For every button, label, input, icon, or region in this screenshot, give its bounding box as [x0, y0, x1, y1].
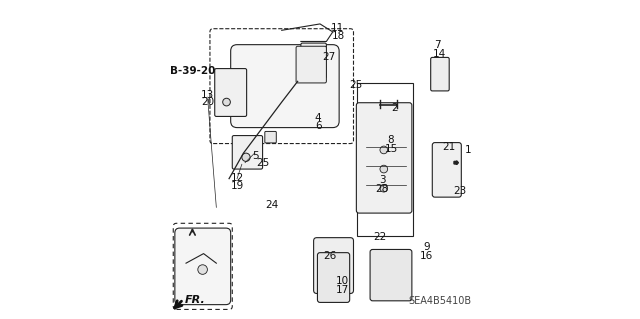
Text: FR.: FR.: [184, 295, 205, 305]
Text: 20: 20: [201, 97, 214, 107]
Circle shape: [380, 165, 388, 173]
Text: 21: 21: [442, 142, 455, 152]
FancyBboxPatch shape: [215, 69, 246, 116]
Text: 19: 19: [230, 181, 244, 191]
Text: 14: 14: [433, 48, 445, 59]
Text: 15: 15: [385, 144, 398, 154]
Text: 2: 2: [391, 103, 397, 114]
Circle shape: [198, 265, 207, 274]
FancyBboxPatch shape: [232, 136, 262, 169]
Text: 24: 24: [265, 200, 278, 210]
Text: 28: 28: [376, 184, 389, 194]
Text: 6: 6: [315, 121, 322, 131]
Text: 13: 13: [201, 90, 214, 100]
FancyBboxPatch shape: [370, 249, 412, 301]
FancyBboxPatch shape: [175, 228, 230, 305]
Text: 9: 9: [423, 242, 429, 252]
Text: 25: 25: [349, 80, 363, 91]
FancyBboxPatch shape: [314, 238, 353, 293]
FancyBboxPatch shape: [317, 253, 349, 302]
Circle shape: [380, 146, 388, 154]
Bar: [357, 83, 413, 236]
FancyArrow shape: [454, 161, 458, 165]
FancyBboxPatch shape: [265, 131, 276, 143]
Text: 12: 12: [230, 173, 244, 183]
Text: 25: 25: [257, 158, 270, 168]
Text: 5: 5: [252, 151, 259, 161]
FancyBboxPatch shape: [296, 46, 326, 83]
Text: 26: 26: [323, 251, 336, 261]
FancyBboxPatch shape: [356, 103, 412, 213]
Text: 3: 3: [379, 175, 385, 185]
Text: 4: 4: [314, 113, 321, 123]
Text: 16: 16: [420, 251, 433, 261]
Text: 22: 22: [373, 232, 387, 242]
Text: 23: 23: [454, 186, 467, 197]
Text: 10: 10: [336, 276, 349, 286]
Circle shape: [307, 58, 319, 70]
Text: 11: 11: [331, 23, 344, 33]
Text: 8: 8: [387, 135, 394, 145]
FancyBboxPatch shape: [431, 57, 449, 91]
Text: 7: 7: [434, 40, 441, 50]
Text: 1: 1: [465, 145, 472, 155]
Text: SEA4B5410B: SEA4B5410B: [408, 296, 472, 306]
Text: 27: 27: [322, 52, 335, 63]
Text: B-39-20: B-39-20: [170, 66, 215, 76]
Text: 18: 18: [332, 31, 345, 41]
Circle shape: [223, 98, 230, 106]
FancyBboxPatch shape: [230, 45, 339, 128]
FancyBboxPatch shape: [301, 43, 326, 78]
FancyBboxPatch shape: [432, 143, 461, 197]
Circle shape: [380, 184, 388, 192]
Circle shape: [242, 153, 250, 161]
Text: 17: 17: [336, 285, 349, 295]
